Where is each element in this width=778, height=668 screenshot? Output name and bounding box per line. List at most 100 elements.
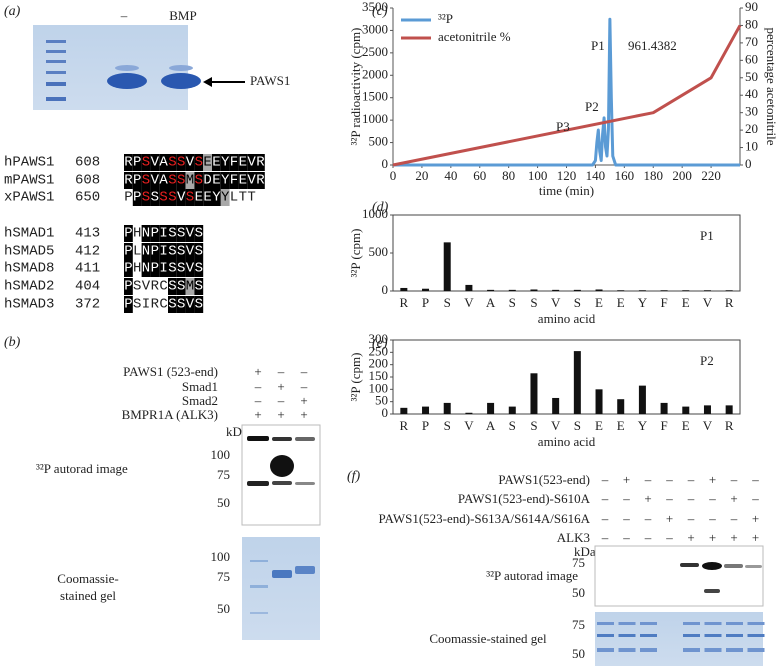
residue: P	[133, 155, 141, 171]
residue-shade	[229, 172, 239, 189]
residue-shade	[220, 189, 230, 206]
condition-sign: –	[644, 472, 652, 487]
panel-label: (d)	[372, 200, 389, 215]
residue: I	[159, 261, 167, 277]
band-label: PAWS1	[250, 73, 290, 88]
band	[683, 634, 700, 637]
species-name: hSMAD8	[4, 261, 54, 277]
residue: R	[124, 155, 133, 171]
autorad-blot	[594, 545, 764, 607]
condition-sign: –	[601, 491, 609, 506]
x-tick-label: V	[703, 295, 713, 310]
residue-number: 413	[75, 226, 100, 242]
residue: S	[142, 173, 150, 189]
residue: S	[195, 261, 203, 277]
condition-sign: +	[300, 407, 307, 422]
coomassie-gel	[242, 537, 320, 640]
residue-shade	[176, 260, 186, 277]
x-tick-label: V	[703, 418, 713, 433]
residue: E	[239, 155, 247, 171]
x-axis-label: amino acid	[538, 311, 596, 326]
residue: R	[256, 155, 265, 171]
residue: S	[177, 226, 185, 242]
bar	[682, 406, 690, 414]
residue-shade	[220, 154, 230, 171]
residue-number: 404	[75, 279, 100, 295]
condition-sign: –	[730, 472, 738, 487]
condition-sign: +	[709, 472, 716, 487]
residue: F	[230, 173, 238, 189]
residue-shade	[168, 243, 177, 260]
residue: S	[133, 279, 141, 295]
residue-shade	[141, 172, 151, 189]
residue: S	[168, 297, 176, 313]
residue: N	[142, 244, 150, 260]
y-tick-label: 0	[382, 156, 389, 171]
condition-sign: –	[601, 511, 609, 526]
residue-shade	[168, 296, 177, 313]
residue: M	[186, 279, 194, 295]
condition-sign: +	[730, 530, 737, 545]
condition-sign: +	[644, 491, 651, 506]
x-tick-label: S	[574, 418, 581, 433]
panel-label: (c)	[372, 4, 388, 19]
residue: S	[142, 155, 150, 171]
residue-shade	[203, 154, 212, 171]
bar	[617, 290, 625, 291]
residue: T	[247, 190, 255, 206]
residue-shade	[159, 154, 168, 171]
bar	[487, 289, 495, 291]
y-axis-label: ³²P radioactivity (cpm)	[348, 28, 363, 146]
condition-sign: –	[601, 472, 609, 487]
y-tick-label: 500	[369, 244, 389, 259]
band	[640, 622, 657, 625]
band	[640, 648, 657, 652]
residue-shade	[194, 296, 204, 313]
residue-shade	[150, 189, 160, 206]
residue: V	[186, 226, 195, 242]
condition-sign: –	[644, 511, 652, 526]
bar	[573, 289, 581, 291]
x-tick-label: S	[574, 295, 581, 310]
y-tick-label: 3000	[362, 21, 388, 36]
residue-shade	[168, 225, 177, 242]
y-tick-label: 2500	[362, 44, 388, 59]
residue-shade	[176, 243, 186, 260]
residue: H	[133, 226, 141, 242]
band	[597, 634, 614, 637]
residue: Y	[221, 173, 230, 189]
residue: S	[142, 190, 150, 206]
bar	[617, 399, 625, 414]
residue-shade	[185, 225, 195, 242]
bar	[400, 407, 408, 414]
residue-shade	[132, 172, 142, 189]
condition-sign: –	[708, 511, 716, 526]
bar	[465, 412, 473, 414]
y-tick-label: 200	[369, 356, 389, 371]
residue-shade	[176, 278, 186, 295]
condition-sign: –	[644, 530, 652, 545]
marker-band	[46, 97, 66, 101]
residue: R	[256, 173, 265, 189]
marker-label: 75	[572, 617, 585, 632]
condition-name: Smad1	[182, 379, 218, 394]
residue-shade	[124, 260, 133, 277]
x-tick-label: 140	[586, 168, 606, 183]
residue-shade	[203, 189, 212, 206]
y2-tick-label: 50	[745, 69, 758, 84]
x-tick-label: R	[400, 295, 409, 310]
residue: C	[159, 279, 167, 295]
annotation: P1	[700, 228, 714, 243]
residue: R	[151, 297, 160, 313]
lane-label: –	[120, 8, 128, 23]
y2-tick-label: 90	[745, 0, 758, 14]
residue: S	[195, 155, 203, 171]
residue: S	[195, 226, 203, 242]
x-tick-label: P	[422, 418, 429, 433]
residue: I	[159, 244, 167, 260]
residue-shade	[124, 225, 133, 242]
residue: P	[124, 226, 132, 242]
residue: S	[195, 244, 203, 260]
bar	[530, 373, 538, 414]
